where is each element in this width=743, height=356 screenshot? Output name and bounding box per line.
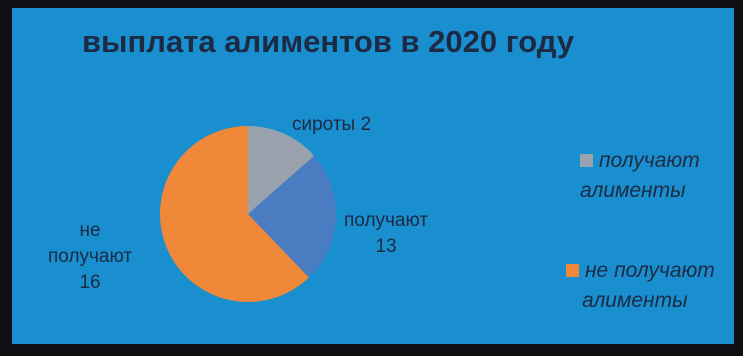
data-label-receive: получают 13 <box>344 210 429 257</box>
bottom-border <box>0 344 743 356</box>
pie-slice-0 <box>248 126 315 214</box>
legend-swatch-orange <box>566 264 579 277</box>
legend-entry-not-receive: не получают алименты <box>566 256 715 316</box>
pie-slice-1 <box>248 155 336 278</box>
legend-swatch-gray <box>580 154 593 167</box>
data-label-orphans: сироты 2 <box>292 114 372 135</box>
legend-entry-receive: получают алименты <box>580 149 700 202</box>
chart-title: выплата алиментов в 2020 году <box>82 24 575 59</box>
pie-slice-2 <box>160 126 309 302</box>
chart-panel <box>12 8 734 344</box>
data-label-not-receive: не получают 16 <box>48 220 133 293</box>
